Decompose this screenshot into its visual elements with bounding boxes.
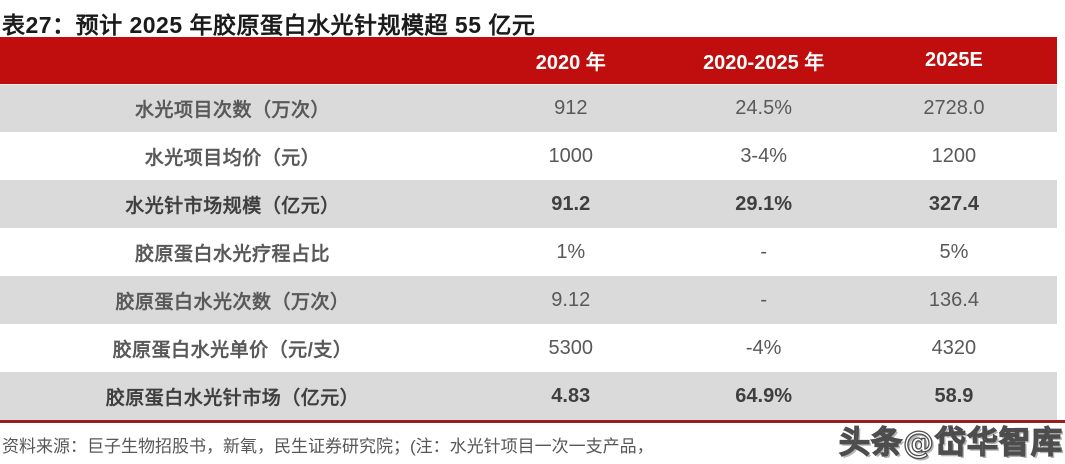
cell-2020: 9.12 bbox=[465, 276, 677, 324]
cell-2020: 4.83 bbox=[465, 372, 677, 420]
cell-2020: 1% bbox=[465, 228, 677, 276]
header-empty-cell bbox=[0, 37, 466, 85]
cell-cagr: 3-4% bbox=[676, 132, 851, 180]
row-label: 胶原蛋白水光单价（元/支） bbox=[0, 324, 466, 372]
table-row: 水光针市场规模（亿元） 91.2 29.1% 327.4 bbox=[0, 180, 1057, 228]
cell-2025e: 5% bbox=[850, 228, 1057, 276]
cell-cagr: -4% bbox=[676, 324, 851, 372]
cell-2020: 1000 bbox=[465, 132, 677, 180]
cell-cagr: 29.1% bbox=[676, 180, 851, 228]
table-row: 胶原蛋白水光疗程占比 1% - 5% bbox=[0, 228, 1057, 276]
table-row: 胶原蛋白水光单价（元/支） 5300 -4% 4320 bbox=[0, 324, 1057, 372]
row-label: 胶原蛋白水光针市场（亿元） bbox=[0, 372, 466, 420]
cell-2025e: 1200 bbox=[850, 132, 1057, 180]
table-row: 胶原蛋白水光次数（万次） 9.12 - 136.4 bbox=[0, 276, 1057, 324]
data-table: 2020 年 2020-2025 年 2025E 水光项目次数（万次） 912 … bbox=[0, 37, 1057, 420]
cell-2020: 912 bbox=[465, 84, 677, 132]
row-label: 胶原蛋白水光次数（万次） bbox=[0, 276, 466, 324]
row-label: 水光针市场规模（亿元） bbox=[0, 180, 466, 228]
cell-2020: 91.2 bbox=[465, 180, 677, 228]
table-title: 表27：预计 2025 年胶原蛋白水光针规模超 55 亿元 bbox=[2, 12, 536, 38]
table-row: 胶原蛋白水光针市场（亿元） 4.83 64.9% 58.9 bbox=[0, 372, 1057, 420]
cell-2025e: 2728.0 bbox=[850, 84, 1057, 132]
source-note: 资料来源：巨子生物招股书，新氧，民生证券研究院；(注：水光针项目一次一支产品， bbox=[2, 437, 654, 456]
header-col-2020-2025: 2020-2025 年 bbox=[676, 37, 851, 85]
bottom-rule-divider bbox=[0, 420, 1065, 423]
table-row: 水光项目均价（元） 1000 3-4% 1200 bbox=[0, 132, 1057, 180]
cell-2025e: 136.4 bbox=[850, 276, 1057, 324]
cell-2020: 5300 bbox=[465, 324, 677, 372]
cell-cagr: - bbox=[676, 228, 851, 276]
cell-cagr: - bbox=[676, 276, 851, 324]
cell-2025e: 327.4 bbox=[850, 180, 1057, 228]
cell-2025e: 58.9 bbox=[850, 372, 1057, 420]
row-label: 胶原蛋白水光疗程占比 bbox=[0, 228, 466, 276]
watermark-toutiao: 头条@岱华智库 bbox=[838, 424, 1063, 461]
cell-cagr: 64.9% bbox=[676, 372, 851, 420]
cell-2025e: 4320 bbox=[850, 324, 1057, 372]
table-header-row: 2020 年 2020-2025 年 2025E bbox=[0, 37, 1057, 85]
cell-cagr: 24.5% bbox=[676, 84, 851, 132]
table-row: 水光项目次数（万次） 912 24.5% 2728.0 bbox=[0, 84, 1057, 132]
header-col-2025e: 2025E bbox=[850, 37, 1057, 85]
row-label: 水光项目次数（万次） bbox=[0, 84, 466, 132]
header-col-2020: 2020 年 bbox=[465, 37, 677, 85]
row-label: 水光项目均价（元） bbox=[0, 132, 466, 180]
